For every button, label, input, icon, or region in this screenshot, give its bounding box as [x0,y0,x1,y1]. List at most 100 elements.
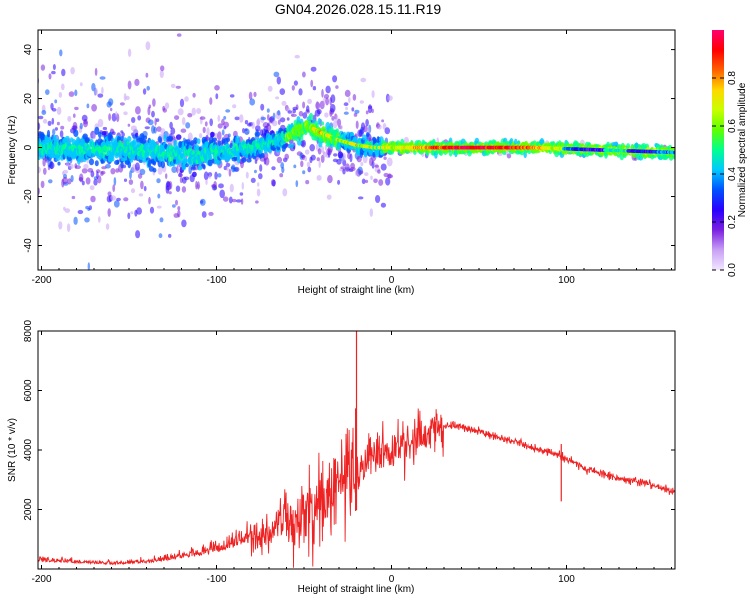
spectrogram-cell [330,94,336,104]
snr-x-tick-label: -100 [206,574,226,585]
spectrogram-cell [99,76,106,80]
spectrogram-cell [130,188,136,194]
spectrogram-cell [304,156,308,162]
spectrogram-cell [59,49,63,57]
spectrogram-cell [176,165,179,174]
spectrogram-x-tick-label: 0 [389,275,395,286]
spectrogram-cell [250,177,256,183]
spectrogram-cell [365,179,369,184]
spectrogram-cell [77,209,84,215]
spectrogram-cell [267,85,273,92]
spectrogram-cell [50,102,54,110]
spectrogram-cell [266,108,270,113]
spectrogram-cell [294,54,300,59]
spectrogram-cell [249,98,256,106]
spectrogram-cell [373,178,378,184]
snr-y-axis-label: SNR (10 * v/v) [7,418,18,482]
spectrogram-cell [38,122,41,131]
spectrogram-cell [156,205,162,209]
spectrogram-cell [65,162,69,167]
spectrogram-cell [156,178,161,184]
spectrogram-cell [365,119,369,127]
spectrogram-cell [147,106,151,116]
spectrogram-cell [244,128,250,135]
spectrogram-cell [70,67,75,75]
spectrogram-cell [128,179,134,185]
spectrogram-cell [229,183,234,193]
spectrogram-cell [300,139,306,148]
spectrogram-cell [60,125,65,130]
spectrogram-cell [81,114,88,122]
spectrogram-cell [162,108,167,113]
spectrogram-cell [48,179,53,184]
spectrogram-cell [386,157,393,167]
spectrogram-cell [131,117,136,123]
spectrogram-cell [152,98,156,107]
spectrogram-cell [292,142,296,150]
spectrogram-cell [157,166,163,175]
spectrogram-cell [387,174,394,179]
spectrogram-cell [79,122,83,130]
spectrogram-cell [225,109,231,113]
spectrogram-cell [241,182,244,190]
spectrogram-cell [57,161,61,166]
spectrogram-cell [154,117,157,126]
spectrogram-cell [304,149,310,155]
spectrogram-cell [134,78,140,86]
spectrogram-cell [175,185,181,192]
spectrogram-cell [340,166,346,170]
spectrogram-cell [327,175,333,184]
spectrogram-cell [348,96,351,103]
spectrogram-cell [358,129,364,137]
spectrogram-cell [235,199,242,203]
spectrogram-cell [61,83,65,91]
spectrogram-cell [143,135,148,140]
spectrogram-cell [235,135,240,144]
spectrogram-cell [293,164,297,169]
spectrogram-cell [350,162,355,170]
spectrogram-cell [73,113,76,118]
spectrogram-cell [74,89,78,97]
spectrogram-cell [254,125,261,132]
spectrogram-cell [204,121,208,127]
spectrogram-cell [382,123,387,130]
spectrogram-cell [97,175,102,184]
spectrogram-cell [192,171,197,178]
spectrogram-cell [298,88,303,96]
spectrogram-cell [284,153,290,160]
spectrogram-cell [120,160,124,169]
spectrogram-cell [88,205,92,211]
spectrogram-cell [87,262,90,270]
spectrogram-cell [256,188,261,197]
spectrogram-cell [168,233,172,238]
spectrogram-cell [94,160,99,167]
spectrogram-cell [91,104,97,112]
spectrogram-cell [81,180,85,186]
spectrogram-cell [149,206,155,214]
spectrogram-cell [153,126,157,134]
spectrogram-cell [323,97,326,104]
spectrogram-cell [208,174,211,179]
spectrogram-cell [98,131,102,139]
spectrogram-cell [272,112,276,122]
spectrogram-cell [127,212,131,220]
spectrogram-cell [344,89,351,97]
spectrogram-cell [361,178,366,185]
spectrogram-cell [169,121,173,129]
spectrogram-cell [134,162,140,171]
spectrogram-cell [164,102,170,109]
figure-title: GN04.2026.028.15.11.R19 [275,1,442,17]
spectrogram-cell [144,126,150,130]
spectrogram-cell [314,135,319,142]
spectrogram-cell [325,85,331,94]
spectrogram-cell [88,158,95,166]
spectrogram-cell [66,223,71,233]
colorbar-label: Normalized spectral amplitude [737,82,748,217]
spectrogram-cell [293,80,298,86]
spectrogram-cell [374,164,379,168]
spectrogram-cell [116,197,121,202]
spectrogram-cell [302,170,306,175]
spectrogram-cell [380,202,386,208]
spectrogram-cell [232,167,239,172]
spectrogram-cell [90,195,96,203]
